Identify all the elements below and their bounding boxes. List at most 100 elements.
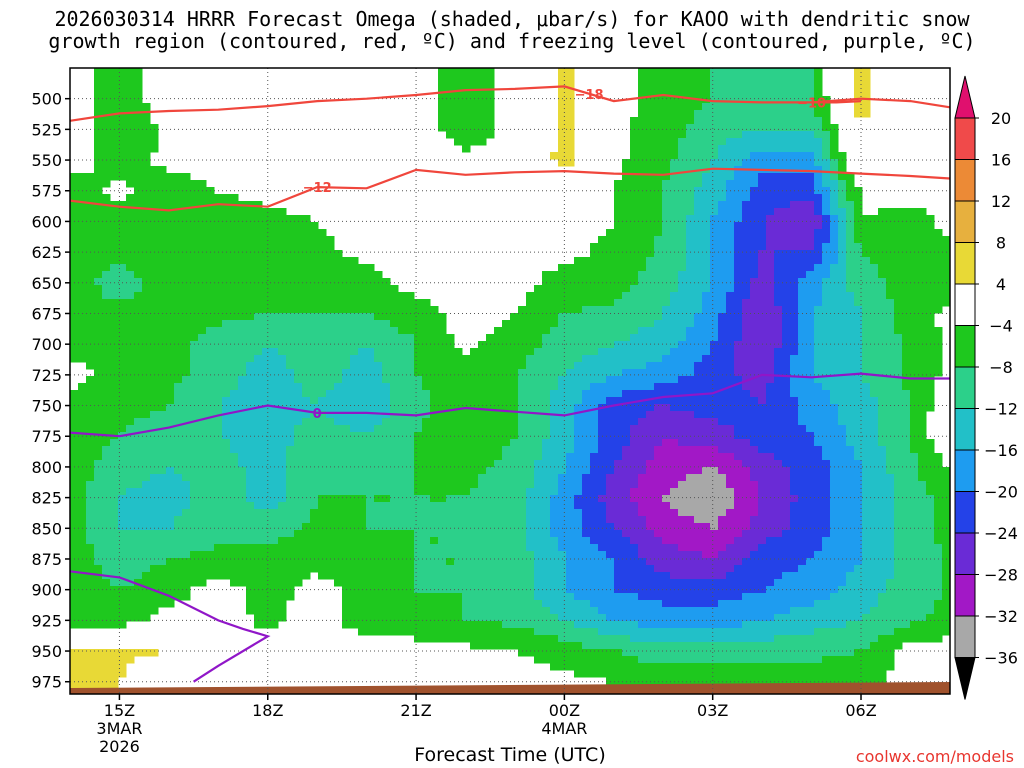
omega-cell — [526, 341, 535, 349]
omega-cell — [110, 236, 119, 244]
omega-cell — [294, 341, 303, 349]
omega-cell — [118, 411, 127, 419]
omega-cell — [294, 502, 303, 510]
omega-cell — [118, 313, 127, 321]
omega-cell — [414, 320, 423, 328]
omega-cell — [262, 376, 271, 384]
omega-cell — [246, 285, 255, 293]
omega-cell — [470, 369, 479, 377]
omega-cell — [166, 348, 175, 356]
omega-cell — [598, 397, 607, 405]
omega-cell — [326, 250, 335, 258]
omega-cell — [502, 530, 511, 538]
omega-cell — [198, 439, 207, 447]
omega-cell — [126, 278, 135, 286]
omega-cell — [118, 117, 127, 125]
omega-cell — [390, 348, 399, 356]
omega-cell — [486, 383, 495, 391]
omega-cell — [166, 250, 175, 258]
omega-cell — [142, 509, 151, 517]
omega-cell — [670, 89, 679, 97]
omega-cell — [150, 474, 159, 482]
omega-cell — [246, 551, 255, 559]
omega-cell — [526, 411, 535, 419]
omega-cell — [678, 96, 687, 104]
omega-cell — [134, 572, 143, 580]
omega-cell — [614, 530, 623, 538]
omega-cell — [182, 320, 191, 328]
omega-cell — [206, 565, 215, 573]
omega-cell — [134, 523, 143, 531]
omega-cell — [526, 544, 535, 552]
omega-cell — [110, 173, 119, 181]
omega-cell — [510, 439, 519, 447]
omega-cell — [518, 369, 527, 377]
omega-cell — [446, 474, 455, 482]
omega-cell — [662, 138, 671, 146]
omega-cell — [550, 313, 559, 321]
omega-cell — [438, 467, 447, 475]
omega-cell — [158, 313, 167, 321]
omega-cell — [590, 467, 599, 475]
omega-cell — [502, 488, 511, 496]
omega-cell — [518, 425, 527, 433]
omega-cell — [622, 509, 631, 517]
omega-cell — [590, 327, 599, 335]
omega-cell — [302, 215, 311, 223]
omega-cell — [630, 530, 639, 538]
omega-cell — [430, 383, 439, 391]
omega-cell — [326, 516, 335, 524]
omega-cell — [662, 565, 671, 573]
omega-cell — [574, 488, 583, 496]
omega-cell — [430, 593, 439, 601]
omega-cell — [670, 656, 679, 664]
omega-cell — [406, 460, 415, 468]
omega-cell — [270, 607, 279, 615]
omega-cell — [374, 383, 383, 391]
omega-cell — [286, 516, 295, 524]
omega-cell — [582, 418, 591, 426]
omega-cell — [358, 628, 367, 636]
omega-cell — [206, 509, 215, 517]
omega-cell — [374, 299, 383, 307]
omega-cell — [406, 418, 415, 426]
omega-cell — [94, 663, 103, 671]
omega-cell — [350, 271, 359, 279]
omega-cell — [374, 313, 383, 321]
omega-cell — [550, 572, 559, 580]
omega-cell — [70, 257, 79, 265]
omega-cell — [534, 530, 543, 538]
omega-cell — [150, 124, 159, 132]
omega-cell — [582, 320, 591, 328]
omega-cell — [566, 397, 575, 405]
omega-cell — [478, 418, 487, 426]
omega-cell — [542, 551, 551, 559]
omega-cell — [470, 446, 479, 454]
omega-cell — [110, 271, 119, 279]
omega-cell — [614, 572, 623, 580]
omega-cell — [590, 649, 599, 657]
omega-cell — [406, 348, 415, 356]
omega-cell — [358, 516, 367, 524]
omega-cell — [686, 194, 695, 202]
omega-cell — [542, 397, 551, 405]
omega-cell — [350, 369, 359, 377]
omega-cell — [478, 495, 487, 503]
omega-cell — [462, 82, 471, 90]
omega-cell — [534, 313, 543, 321]
omega-cell — [414, 404, 423, 412]
omega-cell — [494, 551, 503, 559]
omega-cell — [270, 404, 279, 412]
omega-cell — [310, 222, 319, 230]
omega-cell — [590, 656, 599, 664]
omega-cell — [286, 320, 295, 328]
omega-cell — [86, 523, 95, 531]
omega-cell — [334, 320, 343, 328]
omega-cell — [430, 621, 439, 629]
omega-cell — [694, 635, 703, 643]
omega-cell — [182, 215, 191, 223]
omega-cell — [86, 481, 95, 489]
omega-cell — [278, 355, 287, 363]
omega-cell — [582, 264, 591, 272]
omega-cell — [654, 264, 663, 272]
